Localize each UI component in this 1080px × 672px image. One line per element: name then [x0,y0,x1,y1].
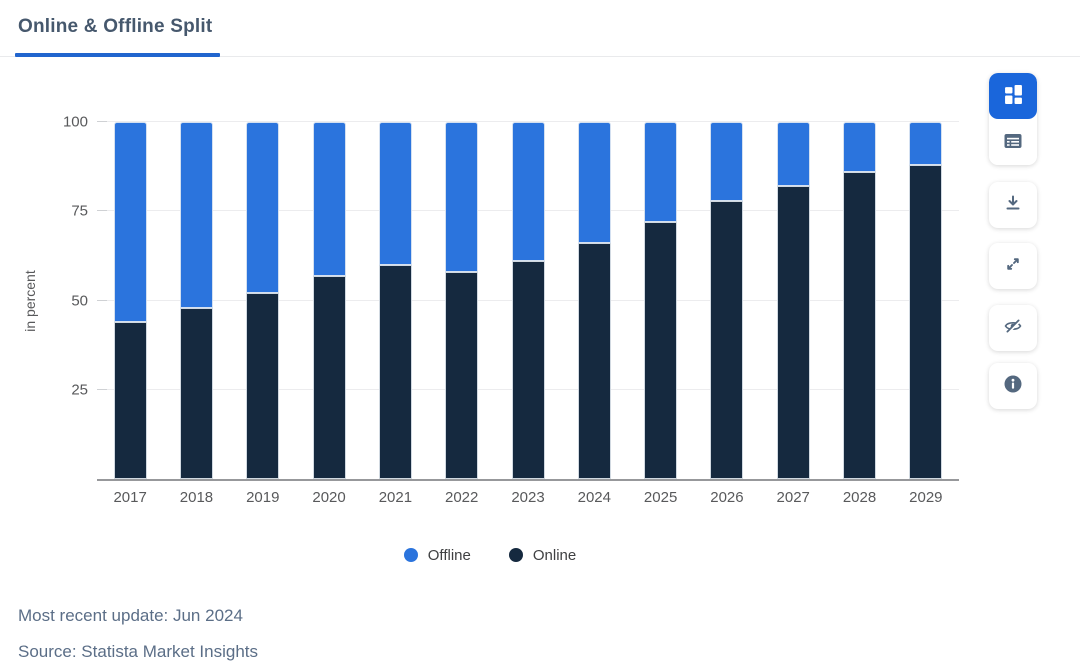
download-button[interactable] [989,182,1037,228]
legend-item-online[interactable]: Online [508,546,577,564]
bar-segment-online-2024[interactable] [577,243,611,479]
chart-view-button[interactable] [989,73,1037,119]
chart-legend: Offline Online [0,544,980,566]
y-tick-label-50: 50 [71,292,88,309]
download-icon [1004,194,1022,217]
info-button[interactable] [989,363,1037,409]
y-axis-tick-labels: 25 50 75 100 [38,115,88,479]
bar-segment-offline-2023[interactable] [511,122,545,262]
bar-segment-offline-2022[interactable] [445,122,479,272]
source-text: Source: Statista Market Insights [18,642,258,661]
y-tick-label-100: 100 [62,113,88,131]
last-update-text: Most recent update: Jun 2024 [18,606,243,625]
plot-area [97,121,959,481]
y-tick-100 [97,121,107,122]
y-tick-75 [97,210,107,212]
x-tick-label-2023: 2023 [511,489,545,506]
bar-segment-online-2017[interactable] [113,321,147,479]
hide-icon [1003,316,1023,341]
bar-segment-offline-2024[interactable] [577,122,611,244]
view-toggle-group [989,73,1037,165]
y-tick-25 [97,388,107,390]
x-tick-label-2019: 2019 [246,489,280,506]
bar-segment-online-2023[interactable] [511,261,545,479]
hide-chart-button[interactable] [989,305,1037,351]
x-tick-label-2027: 2027 [776,489,810,506]
bar-segment-online-2029[interactable] [909,164,943,479]
info-icon [1003,374,1023,399]
x-tick-label-2025: 2025 [643,489,678,506]
legend-label-offline: Offline [427,546,471,564]
x-axis-tick-labels: 2017 2018 2019 2020 2021 2022 2023 2024 2025 2026… [97,489,959,509]
gridline-100 [97,121,959,122]
bar-segment-online-2028[interactable] [843,171,877,479]
y-tick-label-75: 75 [71,202,88,220]
page-title: Online & Offline Split [18,16,213,37]
y-tick-label-25: 25 [71,381,88,399]
legend-label-online: Online [532,546,577,564]
fullscreen-button[interactable] [989,243,1037,289]
legend-dot-online [508,548,523,562]
x-tick-label-2021: 2021 [378,489,413,506]
x-tick-label-2029: 2029 [909,489,943,506]
x-tick-label-2026: 2026 [710,489,744,506]
y-tick-50 [97,299,107,301]
bar-segment-online-2022[interactable] [445,271,479,479]
bar-segment-online-2020[interactable] [312,275,346,479]
legend-item-offline[interactable]: Offline [403,546,471,564]
chart-view-icon [1004,85,1023,107]
bar-segment-offline-2020[interactable] [312,122,346,276]
x-tick-label-2022: 2022 [445,489,479,506]
bar-segment-offline-2018[interactable] [179,122,213,308]
x-tick-label-2020: 2020 [312,489,346,506]
legend-dot-offline [403,548,418,562]
x-tick-label-2018: 2018 [179,489,214,506]
x-tick-label-2017: 2017 [113,489,147,506]
bar-segment-online-2021[interactable] [378,264,412,479]
bar-segment-online-2025[interactable] [644,221,678,479]
table-view-button[interactable] [989,119,1037,165]
bar-segment-online-2019[interactable] [246,293,280,479]
y-axis-title: in percent [22,270,38,332]
bar-segment-offline-2017[interactable] [113,122,147,322]
bar-segment-offline-2021[interactable] [378,122,412,265]
bar-segment-online-2026[interactable] [710,200,744,479]
fullscreen-icon [1004,255,1022,278]
bar-segment-offline-2027[interactable] [776,122,810,187]
x-tick-label-2028: 2028 [842,489,877,506]
bar-segment-offline-2026[interactable] [710,122,744,201]
table-view-icon [1003,131,1023,154]
active-tab-indicator [15,53,220,57]
bar-segment-offline-2025[interactable] [644,122,678,222]
bar-segment-online-2027[interactable] [776,186,810,479]
header-divider [0,56,1080,57]
bar-segment-online-2018[interactable] [179,307,213,479]
bar-segment-offline-2029[interactable] [909,122,943,165]
bar-segment-offline-2028[interactable] [843,122,877,172]
bar-segment-offline-2019[interactable] [246,122,280,294]
x-tick-label-2024: 2024 [577,489,611,506]
